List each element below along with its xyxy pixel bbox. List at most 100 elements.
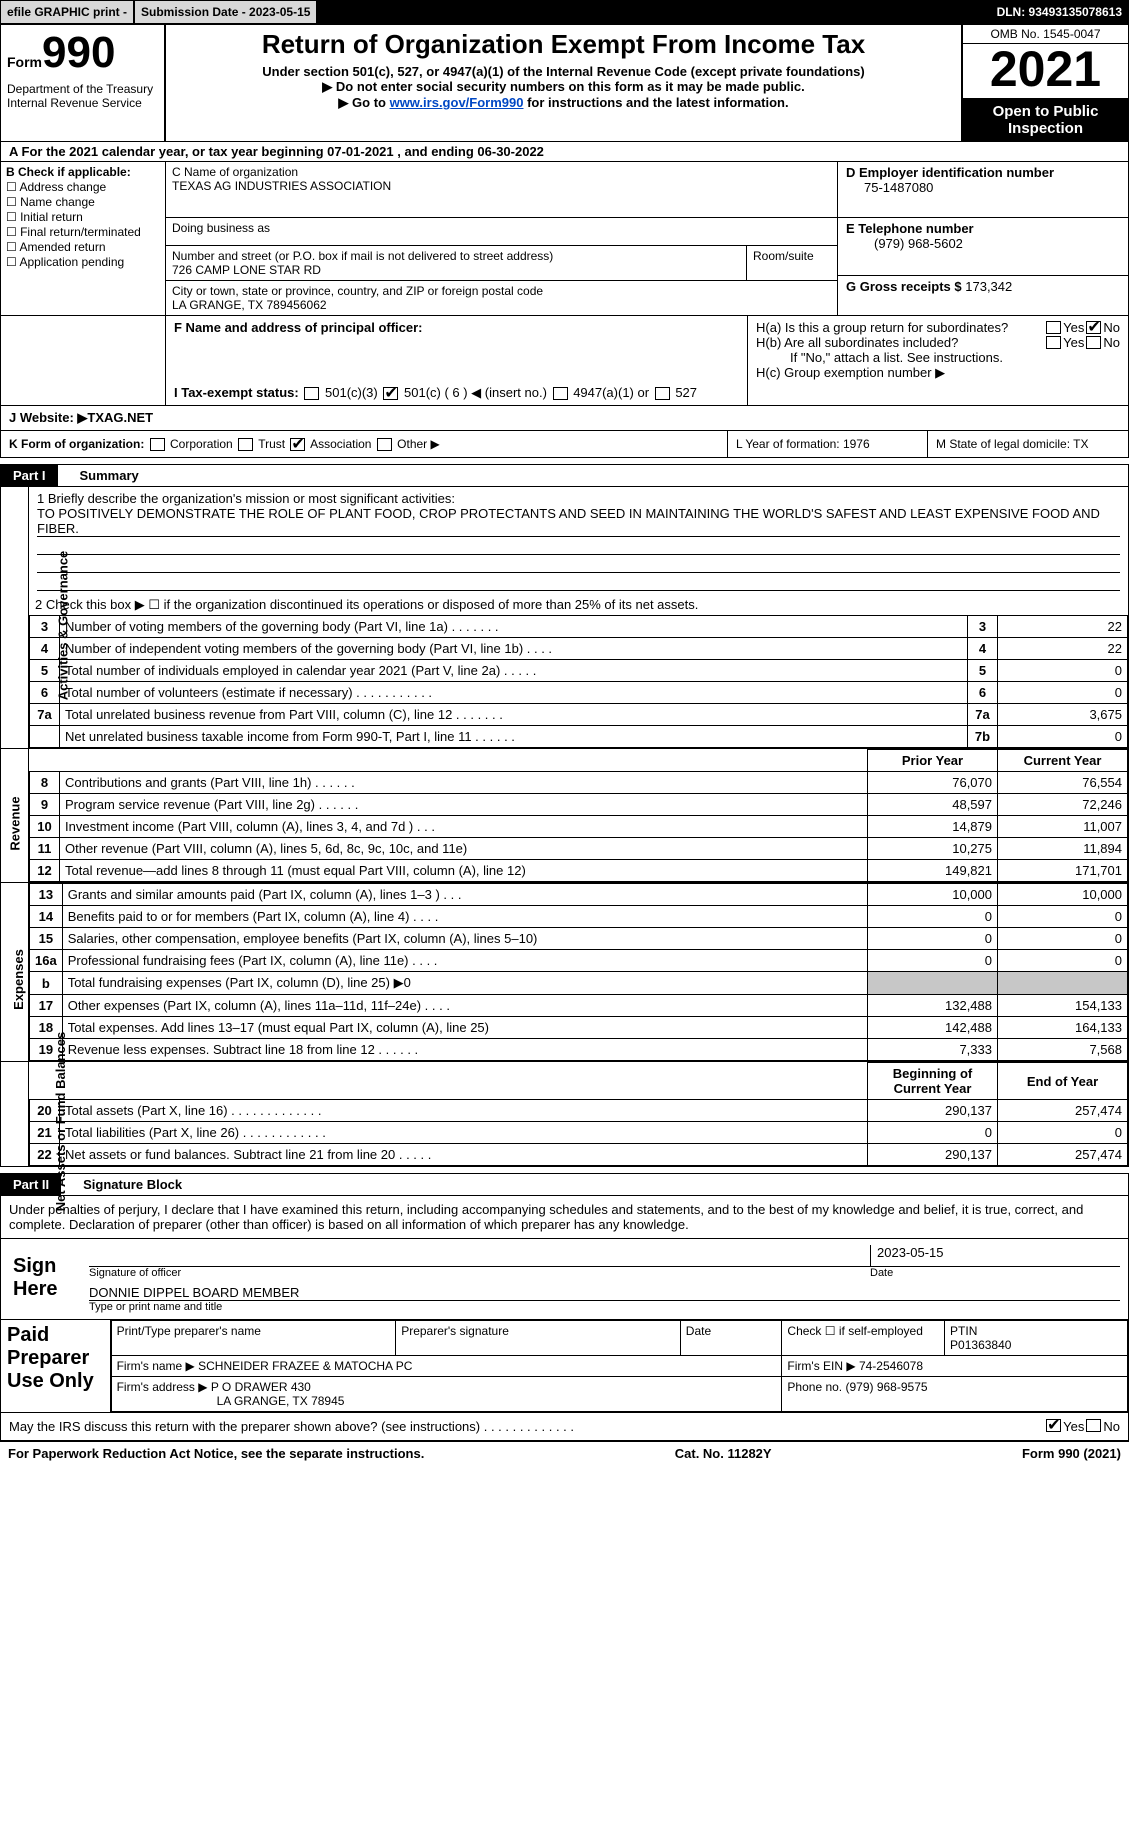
prior-year: 149,821 (868, 860, 998, 882)
line-text: Number of independent voting members of … (60, 638, 968, 660)
firm-addr2: LA GRANGE, TX 78945 (117, 1394, 345, 1408)
room-suite-label: Room/suite (747, 246, 837, 280)
line-num: 11 (30, 838, 60, 860)
chk-trust[interactable] (238, 438, 253, 451)
current-year: 0 (998, 1122, 1128, 1144)
line-box: 6 (968, 682, 998, 704)
chk-final[interactable]: Final return/terminated (6, 225, 160, 239)
chk-pending[interactable]: Application pending (6, 255, 160, 269)
current-year: 257,474 (998, 1144, 1128, 1166)
discuss-no[interactable] (1086, 1419, 1101, 1432)
chk-501c[interactable] (383, 387, 398, 400)
discuss-row: May the IRS discuss this return with the… (0, 1413, 1129, 1441)
line-val: 0 (998, 726, 1128, 748)
hb-note: If "No," attach a list. See instructions… (756, 350, 1120, 365)
efile-print-button[interactable]: efile GRAPHIC print - (0, 0, 134, 24)
firm-name-label: Firm's name ▶ (117, 1359, 195, 1373)
website-row: J Website: ▶ TXAG.NET (0, 406, 1129, 431)
chk-527[interactable] (655, 387, 670, 400)
firm-ein: 74-2546078 (859, 1359, 923, 1373)
line-val: 0 (998, 682, 1128, 704)
dln-label: DLN: 93493135078613 (990, 0, 1129, 24)
firm-phone: (979) 968-9575 (845, 1380, 927, 1394)
officer-label: F Name and address of principal officer: (174, 320, 739, 335)
page-footer: For Paperwork Reduction Act Notice, see … (0, 1441, 1129, 1465)
prior-year: 0 (868, 928, 998, 950)
governance-section: Activities & Governance 1 Briefly descri… (0, 487, 1129, 749)
form-subtitle: Under section 501(c), 527, or 4947(a)(1)… (176, 64, 951, 79)
line-box: 7b (968, 726, 998, 748)
officer-group-row: F Name and address of principal officer:… (0, 316, 1129, 406)
checkboxes-column: B Check if applicable: Address change Na… (1, 162, 166, 315)
prior-year: 7,333 (868, 1039, 998, 1061)
current-year: 76,554 (998, 772, 1128, 794)
city-value: LA GRANGE, TX 789456062 (172, 298, 831, 312)
form-number: Form990 (7, 28, 158, 78)
website-label: J Website: ▶ (9, 410, 87, 426)
line-num: 8 (30, 772, 60, 794)
chk-address[interactable]: Address change (6, 180, 160, 194)
chk-4947[interactable] (553, 387, 568, 400)
discuss-yes[interactable] (1046, 1419, 1061, 1432)
col-b-header: B Check if applicable: (6, 165, 160, 179)
chk-name[interactable]: Name change (6, 195, 160, 209)
line-text: Other revenue (Part VIII, column (A), li… (60, 838, 868, 860)
ha-yes[interactable] (1046, 321, 1061, 334)
sign-here-block: Sign Here 2023-05-15 Signature of office… (0, 1239, 1129, 1320)
gross-label: G Gross receipts $ (846, 279, 962, 294)
line-text: Salaries, other compensation, employee b… (62, 928, 867, 950)
ha-no[interactable] (1086, 321, 1101, 334)
website-value: TXAG.NET (87, 410, 153, 426)
chk-initial[interactable]: Initial return (6, 210, 160, 224)
sig-date-label: Date (870, 1267, 1120, 1279)
chk-501c3[interactable] (304, 387, 319, 400)
side-revenue: Revenue (7, 796, 22, 850)
current-year: 7,568 (998, 1039, 1128, 1061)
current-year: 0 (998, 950, 1128, 972)
net-assets-section: Net Assets or Fund Balances Beginning of… (0, 1062, 1129, 1167)
pra-notice: For Paperwork Reduction Act Notice, see … (8, 1446, 424, 1461)
line-text: Benefits paid to or for members (Part IX… (62, 906, 867, 928)
chk-corp[interactable] (150, 438, 165, 451)
dba-label: Doing business as (166, 218, 837, 246)
current-year: 164,133 (998, 1017, 1128, 1039)
line-text: Total assets (Part X, line 16) . . . . .… (60, 1100, 868, 1122)
line-text: Total number of individuals employed in … (60, 660, 968, 682)
org-info-column: C Name of organization TEXAS AG INDUSTRI… (166, 162, 838, 315)
line-text: Net unrelated business taxable income fr… (60, 726, 968, 748)
pp-date-hdr: Date (680, 1321, 782, 1356)
top-toolbar: efile GRAPHIC print - Submission Date - … (0, 0, 1129, 24)
irs-link[interactable]: www.irs.gov/Form990 (390, 95, 524, 110)
form-org-row: K Form of organization: Corporation Trus… (0, 431, 1129, 458)
firm-ein-label: Firm's EIN ▶ (787, 1359, 855, 1373)
prior-year: 142,488 (868, 1017, 998, 1039)
sign-here-label: Sign Here (9, 1245, 89, 1311)
line-num: 13 (30, 884, 63, 906)
prior-year: 10,000 (868, 884, 998, 906)
hb-no[interactable] (1086, 336, 1101, 349)
pp-sig-hdr: Preparer's signature (396, 1321, 681, 1356)
hc-label: H(c) Group exemption number ▶ (756, 365, 1120, 381)
paid-preparer-block: Paid Preparer Use Only Print/Type prepar… (0, 1320, 1129, 1413)
line-val: 22 (998, 638, 1128, 660)
submission-date: Submission Date - 2023-05-15 (134, 0, 317, 24)
current-year: 154,133 (998, 995, 1128, 1017)
hb-yes[interactable] (1046, 336, 1061, 349)
chk-amended[interactable]: Amended return (6, 240, 160, 254)
line-num: 16a (30, 950, 63, 972)
line-text: Revenue less expenses. Subtract line 18 … (62, 1039, 867, 1061)
current-year: 11,007 (998, 816, 1128, 838)
pp-ptin: P01363840 (950, 1338, 1011, 1352)
entity-info-grid: B Check if applicable: Address change Na… (0, 162, 1129, 316)
chk-other[interactable] (377, 438, 392, 451)
line-text: Total number of volunteers (estimate if … (60, 682, 968, 704)
line-text: Contributions and grants (Part VIII, lin… (60, 772, 868, 794)
org-name: TEXAS AG INDUSTRIES ASSOCIATION (172, 179, 831, 193)
line-text: Program service revenue (Part VIII, line… (60, 794, 868, 816)
side-net: Net Assets or Fund Balances (54, 1032, 69, 1211)
line-num (30, 726, 60, 748)
chk-assoc[interactable] (290, 438, 305, 451)
line-num: 15 (30, 928, 63, 950)
line-text: Total fundraising expenses (Part IX, col… (62, 972, 867, 995)
ha-label: H(a) Is this a group return for subordin… (756, 320, 1044, 335)
